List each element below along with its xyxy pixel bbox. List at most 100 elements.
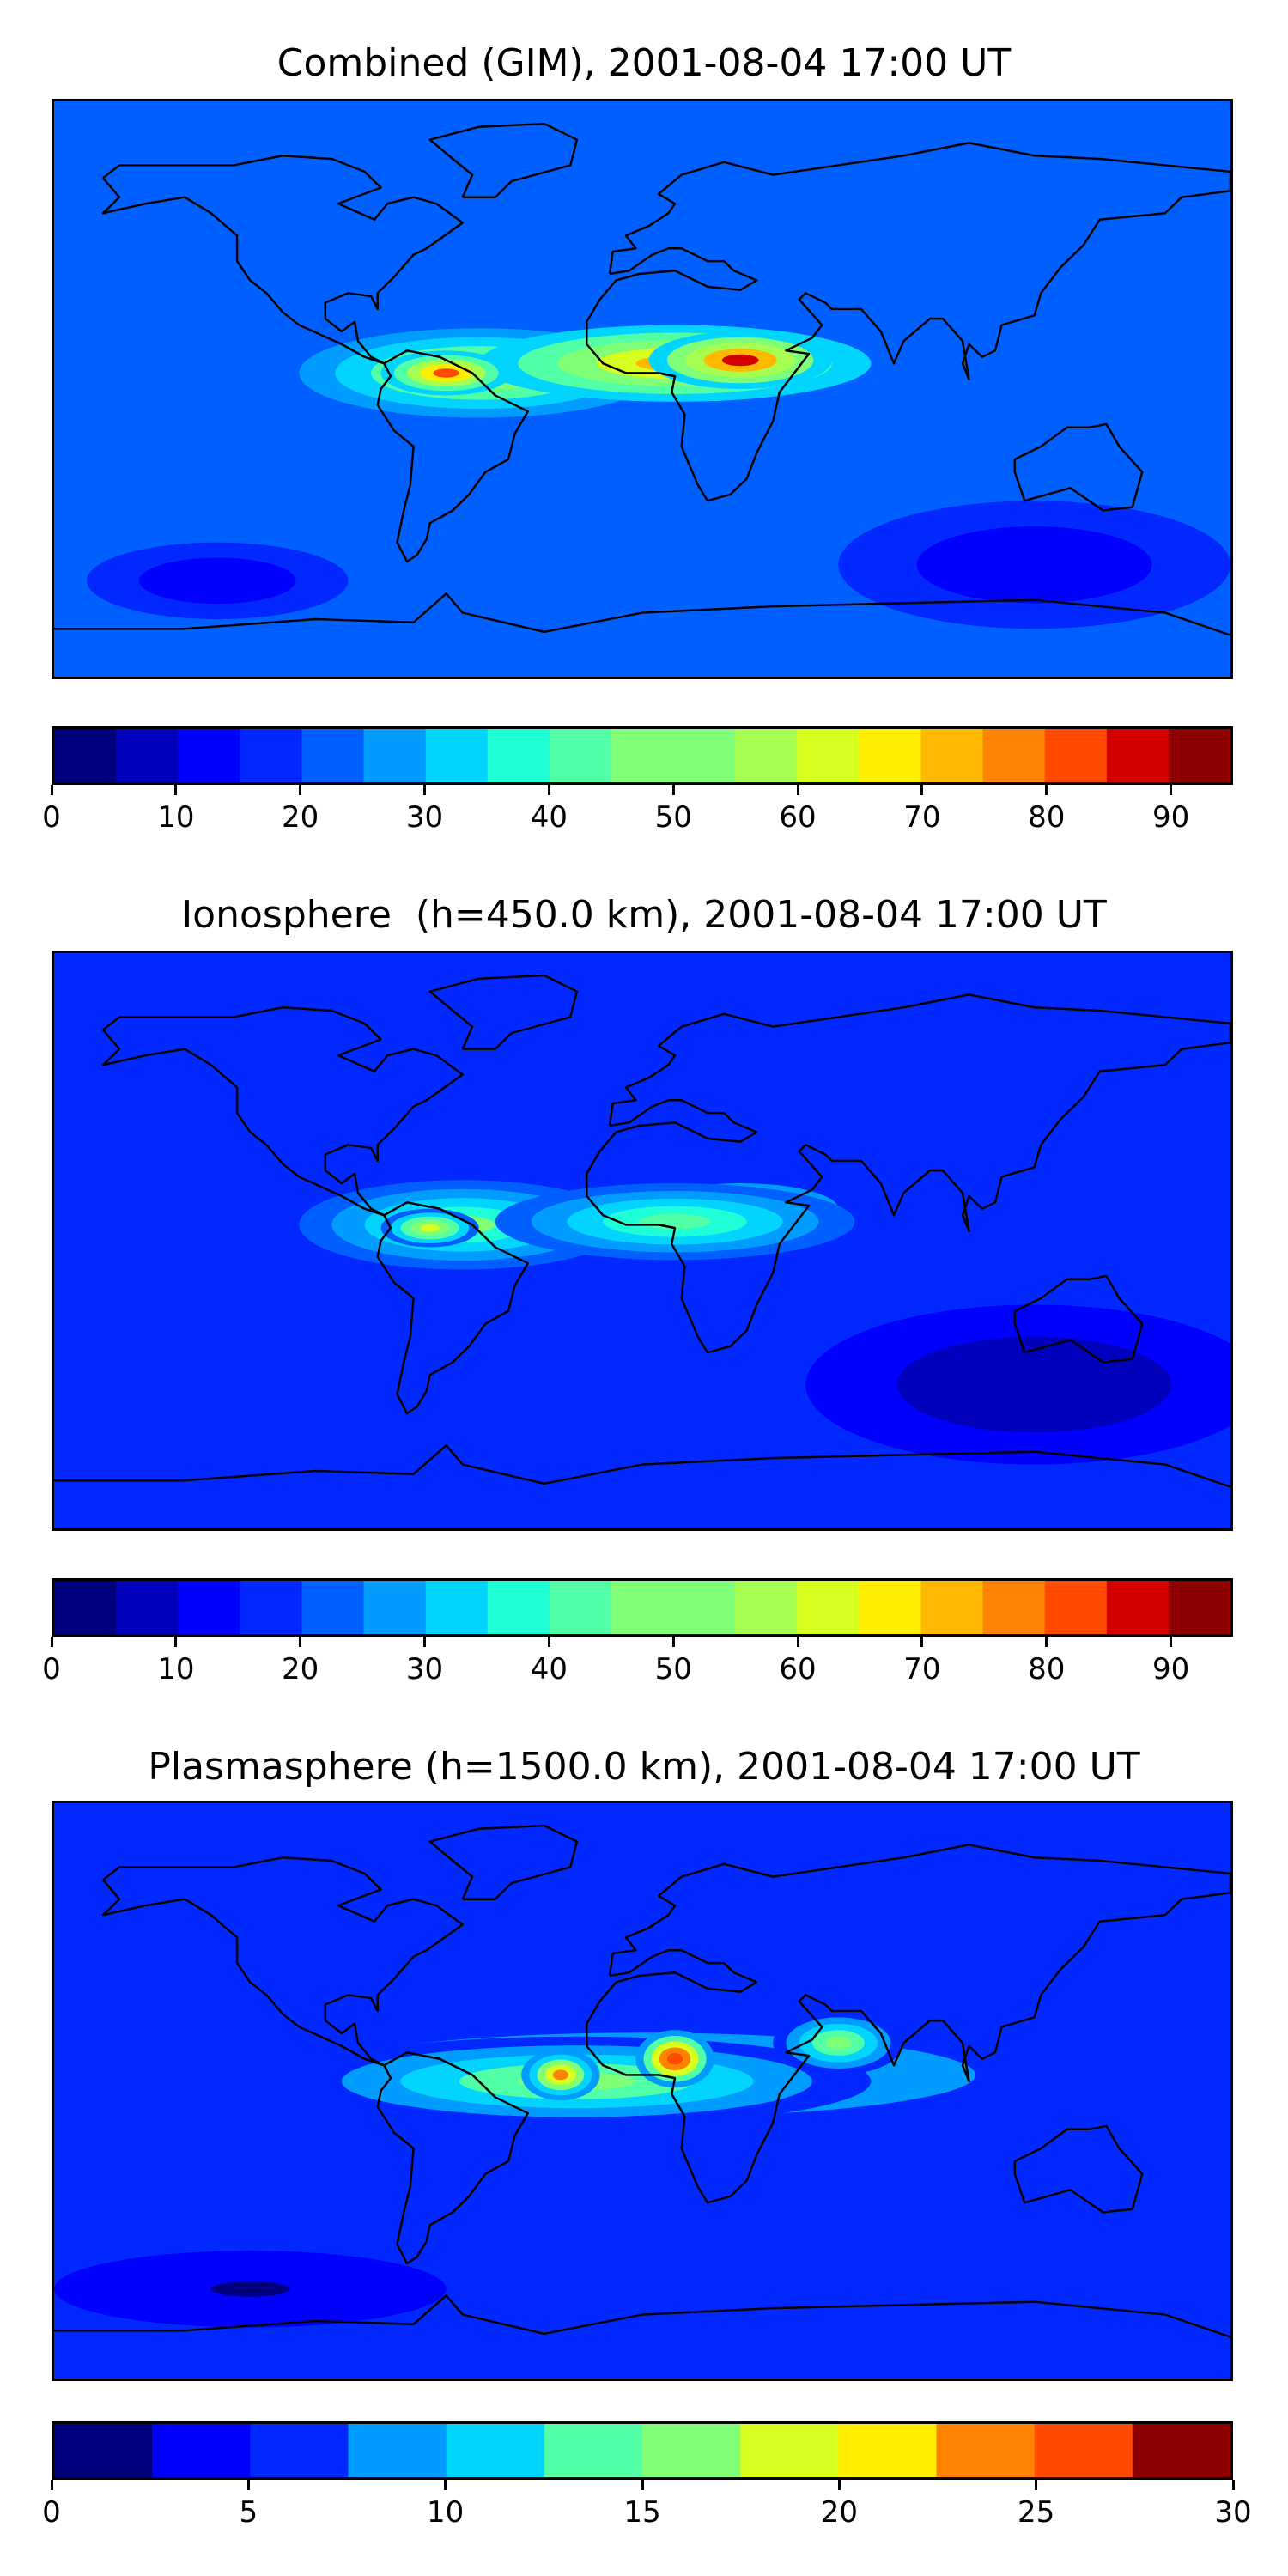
panel-3-coastline-1 [376, 2051, 530, 2265]
panel-3-coastline-0 [101, 1856, 464, 2067]
panel-1-colorbar-tick-label: 0 [42, 800, 61, 835]
panel-3-title: Plasmasphere (h=1500.0 km), 2001-08-04 1… [148, 1745, 1140, 1789]
panel-2-colorbar-segment-0 [54, 1581, 117, 1634]
panel-3-colorbar-tick-label: 10 [427, 2495, 465, 2530]
panel-3-colorbar-svg [54, 2424, 1230, 2477]
panel-2-colorbar-tick-mark [299, 1637, 302, 1647]
panel-1-colorbar-tick-mark [920, 785, 924, 795]
panel-2-coastline-2 [428, 974, 579, 1050]
panel-1-coastline-2 [428, 122, 579, 198]
panel-2-colorbar-segment-18 [1168, 1581, 1230, 1634]
panel-2-coastline-0 [101, 1005, 464, 1217]
panel-3-colorbar-segment-2 [250, 2424, 349, 2477]
panel-3-colorbar-segment-10 [1034, 2424, 1133, 2477]
panel-1-colorbar-segment-16 [1044, 729, 1108, 782]
panel-1-colorbar-segment-7 [487, 729, 550, 782]
panel-3-contour-5-4 [210, 2281, 289, 2297]
panel-3-colorbar-segment-1 [152, 2424, 251, 2477]
panel-3-colorbar-tick-label: 5 [239, 2495, 258, 2530]
panel-1-contour-4-4 [191, 573, 244, 589]
panel-1-colorbar-segment-18 [1168, 729, 1230, 782]
panel-2-colorbar-segment-7 [487, 1581, 550, 1634]
panel-3-colorbar-tick-mark [246, 2480, 250, 2490]
panel-1-colorbar-tick-label: 30 [405, 800, 444, 835]
panel-1-colorbar-tick-label: 60 [779, 800, 817, 835]
panel-1-contour-5-4 [994, 551, 1074, 578]
panel-3-colorbar-segment-11 [1132, 2424, 1230, 2477]
panel-1-colorbar-segment-0 [54, 729, 117, 782]
panel-1-colorbar-tick-label: 70 [903, 800, 941, 835]
panel-1-colorbar-tick-mark [50, 785, 53, 795]
panel-1-colorbar-segment-13 [859, 729, 922, 782]
panel-3-colorbar [52, 2421, 1233, 2480]
panel-2-colorbar-tick-label: 30 [405, 1652, 444, 1686]
panel-1-colorbar-tick-mark [174, 785, 178, 795]
panel-2-colorbar-segment-4 [301, 1581, 365, 1634]
panel-2-colorbar-svg [54, 1581, 1230, 1634]
panel-1-colorbar-tick-mark [1170, 785, 1173, 795]
panel-2-colorbar-tick-label: 10 [157, 1652, 195, 1686]
panel-3-coastline-3 [586, 1844, 1230, 2204]
panel-1-coastline-3 [586, 142, 1230, 502]
panel-2-colorbar [52, 1578, 1233, 1637]
panel-2-colorbar-segment-1 [116, 1581, 179, 1634]
panel-1-colorbar-segment-5 [363, 729, 427, 782]
panel-2-title: Ionosphere (h=450.0 km), 2001-08-04 17:0… [181, 893, 1107, 937]
panel-2-colorbar-tick-label: 20 [282, 1652, 319, 1686]
panel-3-contour-4-4 [825, 2036, 852, 2050]
panel-2-coastline-1 [376, 1201, 530, 1415]
panel-1-colorbar-segment-6 [425, 729, 489, 782]
panel-2-colorbar-tick-mark [1170, 1637, 1173, 1647]
panel-2-map [52, 951, 1233, 1531]
panel-3-colorbar-tick-mark [837, 2480, 841, 2490]
panel-1-colorbar-svg [54, 729, 1230, 782]
panel-1-colorbar-segment-4 [301, 729, 365, 782]
panel-3-colorbar-tick-label: 25 [1018, 2495, 1055, 2530]
panel-3-contour-3-4 [666, 2053, 683, 2065]
panel-3-colorbar-tick-mark [1231, 2480, 1235, 2490]
panel-1-colorbar-segment-10 [673, 729, 736, 782]
panel-2-colorbar-segment-14 [920, 1581, 984, 1634]
panel-2-colorbar-tick-label: 60 [779, 1652, 817, 1686]
panel-3-colorbar-tick-label: 20 [820, 2495, 858, 2530]
panel-1-colorbar-segment-1 [116, 729, 179, 782]
panel-3-colorbar-tick-mark [50, 2480, 53, 2490]
panel-1-colorbar-tick-mark [1045, 785, 1048, 795]
panel-1-colorbar-ticks: 0 10 20 30 40 50 60 70 80 90 [42, 785, 1233, 836]
panel-1-title: Combined (GIM), 2001-08-04 17:00 UT [276, 41, 1012, 85]
panel-3-colorbar-tick-label: 30 [1214, 2495, 1252, 2530]
panel-1-coastline-4 [1013, 422, 1144, 512]
panel-1-coastline-1 [376, 349, 530, 563]
panel-2-colorbar-tick-mark [671, 1637, 675, 1647]
panel-2-colorbar-segment-3 [240, 1581, 303, 1634]
panel-2-colorbar-tick-mark [547, 1637, 550, 1647]
panel-1-colorbar-tick-label: 50 [654, 800, 692, 835]
panel-2-contour-1-4 [420, 1224, 440, 1232]
panel-1-colorbar-segment-3 [240, 729, 303, 782]
panel-2-coastline-5 [54, 1444, 1230, 1488]
panel-1-colorbar-tick-label: 90 [1151, 800, 1190, 835]
panel-1-colorbar-tick-label: 80 [1028, 800, 1066, 835]
panel-2-colorbar-ticks: 0 10 20 30 40 50 60 70 80 90 [42, 1637, 1233, 1688]
panel-1-colorbar-tick-mark [671, 785, 675, 795]
panel-2-colorbar-tick-label: 40 [530, 1652, 568, 1686]
panel-2-colorbar-segment-16 [1044, 1581, 1108, 1634]
panel-1-colorbar-segment-8 [549, 729, 612, 782]
panel-1-colorbar-tick-label: 40 [530, 800, 568, 835]
panel-2-colorbar-segment-8 [549, 1581, 612, 1634]
panel-2-colorbar-segment-12 [797, 1581, 860, 1634]
panel-3-colorbar-segment-8 [838, 2424, 938, 2477]
panel-3-colorbar-segment-4 [446, 2424, 545, 2477]
panel-2-colorbar-segment-17 [1106, 1581, 1170, 1634]
panel-3-colorbar-segment-3 [348, 2424, 447, 2477]
panel-1-colorbar-tick-label: 20 [282, 800, 319, 835]
panel-2-colorbar-segment-9 [611, 1581, 674, 1634]
panel-1-coastline-5 [54, 592, 1230, 636]
panel-3-coastline-5 [54, 2294, 1230, 2338]
panel-3-colorbar-ticks: 0 5 10 15 20 25 30 [42, 2480, 1252, 2531]
panel-2-colorbar-segment-2 [178, 1581, 240, 1634]
panel-1-contour-3-4 [433, 368, 459, 378]
panel-1-colorbar-segment-9 [611, 729, 674, 782]
panel-1-colorbar-segment-14 [920, 729, 984, 782]
panel-1-colorbar-tick-mark [547, 785, 550, 795]
